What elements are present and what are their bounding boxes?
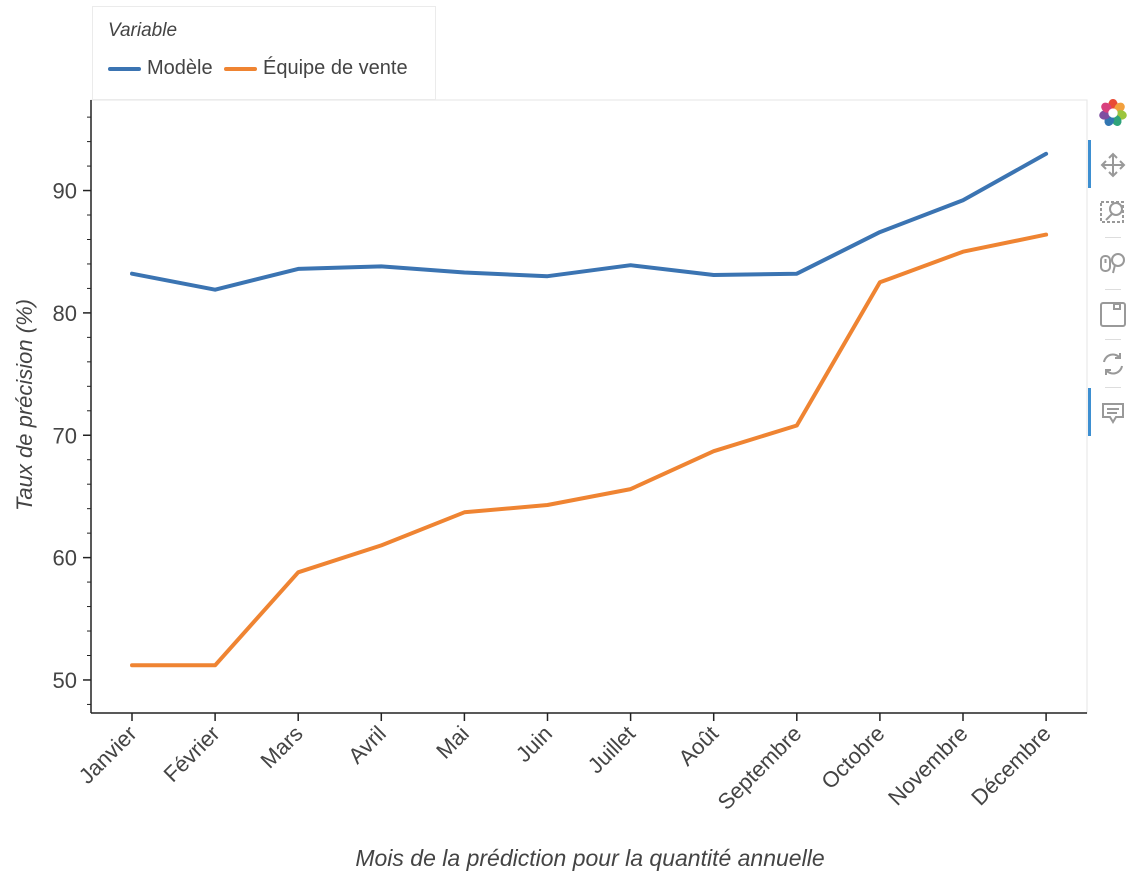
series-lines <box>130 151 1049 668</box>
x-tick-label: Novembre <box>883 721 972 810</box>
wheel-zoom-icon[interactable] <box>1099 249 1127 277</box>
x-tick-label: Février <box>159 721 225 787</box>
axes: 50 60 70 80 90 Janvier Février Mars Avril Mai Juin… <box>53 99 1088 815</box>
plot-frame <box>90 99 1088 714</box>
toolbar-separator <box>1105 387 1121 388</box>
y-tick-label: 80 <box>53 301 77 326</box>
x-axis-label: Mois de la prédiction pour la quantité a… <box>355 845 824 871</box>
bokeh-logo-icon[interactable] <box>1099 99 1127 127</box>
reset-icon[interactable] <box>1099 350 1127 378</box>
legend-title: Variable <box>108 20 178 41</box>
legend-item-equipe-de-vente[interactable]: Équipe de vente <box>224 57 408 80</box>
toolbar-separator <box>1105 339 1121 340</box>
x-tick-label: Avril <box>343 721 391 769</box>
x-tick-label: Septembre <box>713 721 807 815</box>
legend-swatch-modele <box>108 66 141 71</box>
x-tick-label: Décembre <box>966 721 1055 810</box>
y-tick-label: 70 <box>53 423 77 448</box>
x-tick-label: Mars <box>255 721 307 773</box>
box-zoom-icon[interactable] <box>1099 198 1127 226</box>
legend-label-equipe-de-vente: Équipe de vente <box>263 57 408 79</box>
x-tick-label: Janvier <box>74 721 142 789</box>
hover-icon[interactable] <box>1099 399 1127 427</box>
pan-icon[interactable] <box>1099 151 1127 179</box>
toolbar-separator <box>1105 289 1121 290</box>
y-tick-label: 60 <box>53 546 77 571</box>
pan-active-indicator <box>1088 140 1091 188</box>
legend-label-modele: Modèle <box>147 57 213 79</box>
legend-swatch-equipe-de-vente <box>224 66 257 71</box>
x-tick-label: Octobre <box>816 721 889 794</box>
legend <box>92 6 436 100</box>
save-icon[interactable] <box>1099 300 1127 328</box>
y-axis-label: Taux de précision (%) <box>12 299 37 511</box>
toolbar-separator <box>1105 237 1121 238</box>
series-line-equipe-de-vente[interactable] <box>130 232 1049 668</box>
hover-active-indicator <box>1088 388 1091 436</box>
series-line-modele[interactable] <box>130 151 1049 292</box>
x-tick-label: Août <box>674 721 724 771</box>
x-tick-label: Juillet <box>583 721 640 778</box>
x-tick-label: Juin <box>511 721 557 767</box>
x-tick-label: Mai <box>431 721 474 764</box>
y-tick-label: 50 <box>53 668 77 693</box>
legend-item-modele[interactable]: Modèle <box>108 57 213 80</box>
y-tick-label: 90 <box>53 179 77 204</box>
chart-toolbar <box>1088 96 1129 436</box>
